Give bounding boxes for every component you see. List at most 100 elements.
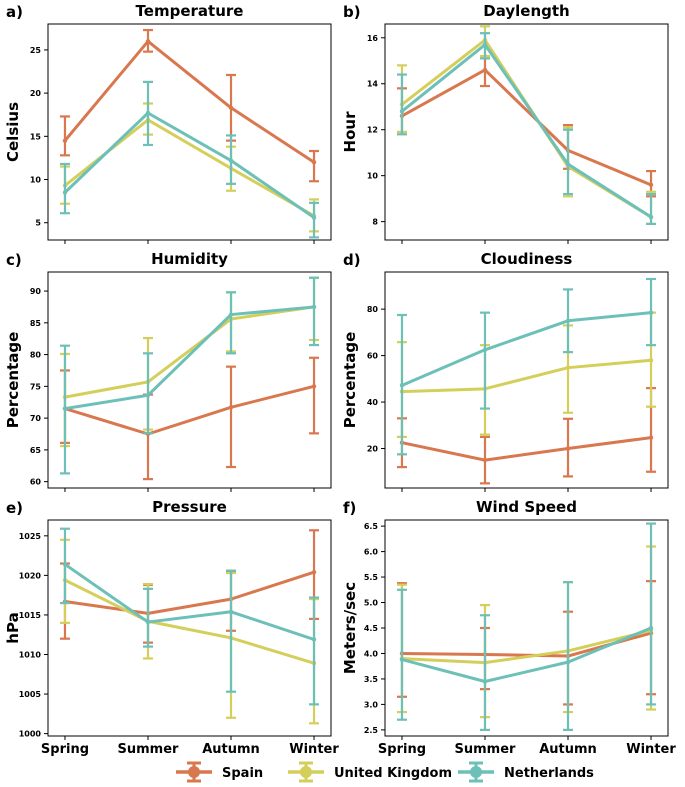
data-point [62,406,68,411]
data-point [399,383,405,388]
y-axis-label: Celsius [4,102,22,162]
data-point [311,160,317,165]
y-tick-label: 25 [30,46,42,55]
x-tick-label: Autumn [539,742,597,757]
series-line [401,629,652,665]
data-point [62,138,68,143]
y-tick-label: 80 [367,305,379,314]
data-point [311,637,317,642]
series-netherlands [396,32,657,226]
data-point [482,457,488,463]
chart-title: Daylength [483,2,569,20]
series-united-kingdom [396,311,657,439]
data-point [311,384,317,389]
data-point [311,215,317,220]
y-tick-label: 1025 [19,532,42,541]
y-tick-label: 5 [35,219,41,228]
y-tick-label: 1005 [19,690,42,699]
data-point [482,347,488,353]
y-tick-label: 1020 [19,571,42,580]
chart-title: Temperature [136,2,244,20]
chart-panel-2: Humidity c) Percentage 60 65 70 75 80 85 90 [4,250,332,492]
series-spain [396,387,657,485]
y-tick-label: 70 [30,414,42,423]
data-point [648,182,654,188]
plot-frame [384,271,669,489]
data-point [228,105,234,111]
series-netherlands [59,527,320,706]
y-tick-label: 85 [30,319,42,328]
legend-entry-netherlands: Netherlands [458,761,594,783]
y-tick-label: 65 [30,446,42,455]
chart-title: Cloudiness [481,250,573,268]
data-point [399,657,405,662]
data-point [648,310,654,315]
y-tick-label: 10 [30,176,42,185]
y-axis-label: Meters/sec [341,582,359,674]
y-tick-label: 4.5 [364,624,379,633]
plot-frame [384,23,669,241]
chart-panel-4: Pressure e) hPa 1000 1005 1010 1015 1020 1025 Spr… [4,498,339,757]
x-tick-label: Summer [118,742,180,757]
data-point [648,435,654,440]
chart-title: Humidity [151,250,228,268]
y-tick-label: 20 [367,445,379,454]
data-point [565,446,571,451]
legend-swatch-marker [470,766,482,778]
data-point [482,679,488,684]
x-tick-label: Spring [41,742,89,757]
chart-title: Pressure [152,498,227,516]
series-line [401,436,652,462]
series-line [63,111,315,219]
series-spain [59,28,320,183]
y-tick-label: 15 [30,132,42,141]
plot-frame [47,519,332,737]
data-point [648,214,654,220]
legend-swatch-marker [300,766,312,778]
series-line [64,384,315,436]
y-tick-label: 8 [372,218,378,227]
series-netherlands [396,277,657,456]
panel-label: f) [343,499,356,517]
data-point [228,312,234,317]
series-netherlands [59,276,320,475]
x-tick-label: Autumn [202,742,260,757]
panel-label: a) [6,3,23,21]
series-united-kingdom [59,538,320,725]
series-line [401,311,652,387]
x-tick-label: Spring [378,742,426,757]
legend-swatch-marker [188,766,200,778]
series-united-kingdom [59,102,320,233]
data-point [565,659,571,665]
series-line [64,118,315,218]
data-point [311,570,317,575]
y-tick-label: 6.5 [364,522,379,531]
chart-panel-1: Daylength b) Hour 8 10 12 14 16 [341,2,669,244]
series-line [64,563,315,641]
plot-frame [47,271,332,489]
data-point [482,42,488,47]
series-netherlands [396,522,657,731]
series-line [63,39,315,164]
data-point [145,393,151,398]
series-united-kingdom [396,545,657,719]
y-tick-label: 1010 [19,651,42,660]
series-netherlands [59,80,320,239]
legend-entry-united-kingdom: United Kingdom [288,761,452,783]
data-point [648,358,654,363]
y-tick-label: 14 [367,80,379,89]
plot-frame [384,519,669,737]
y-tick-label: 2.5 [364,726,379,735]
y-tick-label: 80 [30,351,42,360]
y-tick-label: 60 [30,478,42,487]
y-tick-label: 3.5 [364,675,379,684]
series-line [401,358,652,394]
panel-label: c) [6,251,22,269]
y-axis-label: Percentage [341,332,359,429]
y-tick-label: 40 [367,398,379,407]
series-line [401,38,652,219]
series-line [64,570,315,615]
y-tick-label: 75 [30,382,42,391]
y-tick-label: 90 [30,287,42,296]
